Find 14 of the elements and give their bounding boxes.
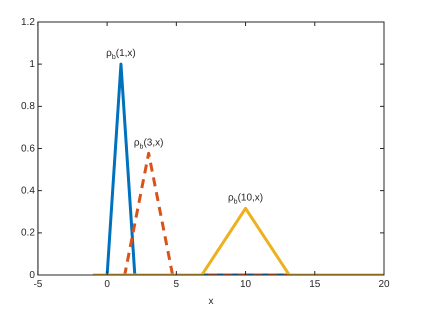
x-tick-label: 20 <box>378 278 390 290</box>
x-tick-label: 5 <box>174 278 180 290</box>
y-tick-label: 0.2 <box>20 228 36 239</box>
x-tick-label: -5 <box>33 278 43 290</box>
x-tick-label: 0 <box>104 278 110 290</box>
y-tick-label: 0.6 <box>20 143 36 154</box>
x-axis-title: x <box>208 296 214 307</box>
y-tick-label: 0.8 <box>20 101 36 112</box>
y-tick-label: 1.2 <box>20 16 36 28</box>
x-tick-label: 15 <box>309 278 321 290</box>
y-tick-label: 0.4 <box>20 185 36 196</box>
y-tick-label: 0 <box>29 270 36 281</box>
x-tick-label: 10 <box>240 278 252 290</box>
y-tick-label: 1 <box>29 58 36 70</box>
